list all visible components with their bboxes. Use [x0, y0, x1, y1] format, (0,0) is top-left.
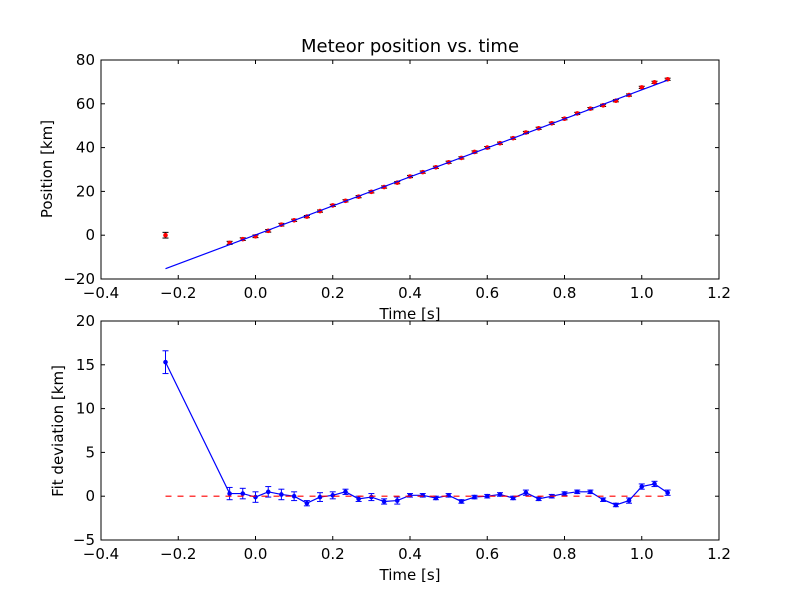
x-tick-label: 0.0 [244, 284, 268, 302]
data-point [279, 492, 284, 497]
data-point [536, 496, 541, 502]
fit-line [165, 79, 668, 270]
plot-area: −0.4 −0.2 0.0 0.2 0.4 0.6 0.8 1.0 1.2 −20 0 20 40 60 8… [63, 51, 731, 302]
y-axis-label: Fit deviation [km] [49, 365, 67, 497]
data-point [484, 493, 490, 499]
x-tick-label: 1.2 [707, 545, 731, 563]
data-point [510, 495, 516, 501]
data-point [291, 493, 297, 499]
plot-frame [100, 59, 720, 280]
position-chart: Meteor position vs. time Time [s] Positi… [38, 36, 731, 323]
data-point [394, 498, 400, 503]
data-point [639, 85, 645, 90]
y-tick-label: 20 [76, 182, 95, 200]
x-tick-label: 0.8 [553, 545, 577, 563]
data-point [652, 80, 657, 85]
x-tick-label: 0.6 [475, 284, 499, 302]
x-tick-label: 1.0 [630, 545, 654, 563]
data-point [600, 497, 606, 503]
y-tick-label: 5 [85, 443, 95, 461]
data-point [407, 493, 413, 498]
x-tick-label: 0.2 [321, 545, 345, 563]
y-tick-label: 60 [76, 95, 95, 113]
data-point [613, 502, 619, 508]
y-tick-label: 0 [85, 226, 95, 244]
data-point [356, 496, 361, 502]
data-point [523, 490, 529, 495]
y-tick-label: −20 [63, 270, 95, 288]
deviation-line [164, 361, 668, 506]
data-point [317, 494, 323, 500]
data-point [343, 489, 348, 495]
data-point [163, 359, 168, 365]
data-point [369, 494, 374, 500]
data-point [240, 491, 246, 496]
x-tick-label: 0.4 [398, 284, 422, 302]
data-point [420, 493, 426, 498]
data-point [665, 490, 670, 495]
data-point [472, 494, 477, 500]
data-point [253, 494, 258, 500]
x-tick-label: −0.2 [160, 284, 196, 302]
data-point [304, 500, 310, 506]
chart-title: Meteor position vs. time [301, 36, 519, 57]
x-tick-label: −0.4 [83, 284, 119, 302]
x-tick-label: 1.2 [707, 284, 731, 302]
data-point [574, 489, 580, 495]
data-point [652, 481, 657, 487]
data-point [265, 489, 271, 495]
data-point [433, 495, 439, 501]
x-axis-label: Time [s] [379, 305, 441, 323]
y-tick-label: 10 [76, 400, 95, 418]
x-tick-label: 0.4 [398, 545, 422, 563]
y-axis-label: Position [km] [38, 120, 56, 218]
data-point [459, 499, 464, 504]
y-tick-label: 20 [76, 312, 95, 330]
data-point [562, 491, 567, 496]
data-point [626, 498, 632, 503]
plot-area: −0.4 −0.2 0.0 0.2 0.4 0.6 0.8 1.0 1.2 −5 0 5 10 15 20 [73, 312, 731, 563]
y-tick-label: −5 [73, 531, 95, 549]
data-point [163, 232, 168, 238]
x-tick-label: 0.6 [475, 545, 499, 563]
y-tick-label: 40 [76, 139, 95, 157]
data-point [227, 491, 232, 496]
x-tick-label: 0.8 [553, 284, 577, 302]
x-tick-label: 0.2 [321, 284, 345, 302]
data-point [588, 489, 593, 495]
data-point [330, 493, 336, 498]
x-tick-label: −0.2 [160, 545, 196, 563]
plot-frame [100, 320, 720, 541]
data-point [446, 493, 451, 498]
deviation-chart: Time [s] Fit deviation [km] −0.4 −0.2 0.0 0… [49, 312, 731, 584]
data-point [497, 492, 503, 497]
x-tick-label: −0.4 [83, 545, 119, 563]
y-tick-label: 15 [76, 356, 95, 374]
x-tick-label: 1.0 [630, 284, 654, 302]
data-point [381, 499, 387, 504]
x-axis-label: Time [s] [379, 566, 441, 584]
y-tick-label: 0 [85, 487, 95, 505]
data-point [639, 484, 645, 489]
y-tick-label: 80 [76, 51, 95, 69]
x-tick-label: 0.0 [244, 545, 268, 563]
